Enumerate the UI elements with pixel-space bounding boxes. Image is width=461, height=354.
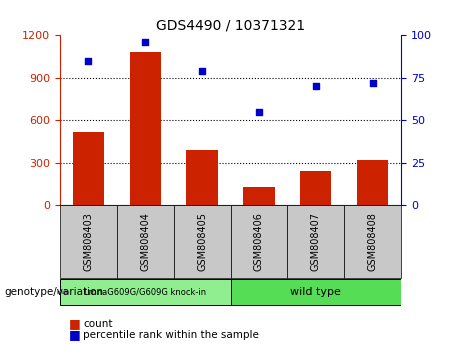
Bar [287, 205, 344, 278]
Point [198, 68, 206, 74]
Text: GSM808408: GSM808408 [367, 212, 378, 271]
Bar [230, 279, 401, 306]
Text: ■: ■ [69, 328, 81, 341]
Text: GSM808405: GSM808405 [197, 212, 207, 271]
Point [142, 39, 149, 45]
Bar [186, 150, 218, 205]
Bar [130, 52, 161, 205]
Point [369, 80, 376, 86]
Title: GDS4490 / 10371321: GDS4490 / 10371321 [156, 19, 305, 33]
Point [312, 84, 319, 89]
Bar [344, 205, 401, 278]
Bar [60, 279, 230, 306]
Text: wild type: wild type [290, 287, 341, 297]
Text: GSM808407: GSM808407 [311, 212, 321, 271]
Bar [60, 205, 117, 278]
Bar [243, 187, 275, 205]
Point [255, 109, 263, 115]
Text: GSM808404: GSM808404 [140, 212, 150, 271]
Text: count: count [83, 319, 112, 329]
Bar [117, 205, 174, 278]
Bar [174, 205, 230, 278]
Text: GSM808406: GSM808406 [254, 212, 264, 271]
Text: GSM808403: GSM808403 [83, 212, 94, 271]
Text: genotype/variation: genotype/variation [5, 287, 104, 297]
Bar [230, 205, 287, 278]
Point [85, 58, 92, 64]
Bar [300, 171, 331, 205]
Text: ■: ■ [69, 318, 81, 330]
Bar [73, 132, 104, 205]
Text: percentile rank within the sample: percentile rank within the sample [83, 330, 259, 339]
Bar [357, 160, 388, 205]
Text: LmnaG609G/G609G knock-in: LmnaG609G/G609G knock-in [84, 288, 206, 297]
